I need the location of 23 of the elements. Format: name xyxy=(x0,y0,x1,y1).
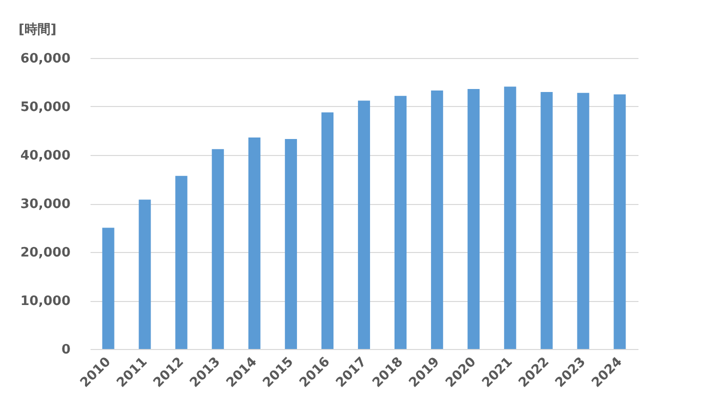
bar xyxy=(248,138,260,349)
bar xyxy=(431,90,444,349)
bar xyxy=(358,100,370,349)
bar xyxy=(394,96,407,349)
y-tick-label: 10,000 xyxy=(20,294,70,309)
bar xyxy=(138,200,151,349)
bar xyxy=(212,149,224,349)
bar xyxy=(468,89,480,349)
bar xyxy=(175,176,188,349)
bar xyxy=(284,138,297,349)
y-tick-label: 20,000 xyxy=(20,246,70,260)
bar xyxy=(540,92,553,349)
y-tick-label: 30,000 xyxy=(20,197,70,212)
y-tick-label: 0 xyxy=(61,342,70,358)
bar xyxy=(577,92,590,349)
y-axis-title: [時間] xyxy=(18,22,56,38)
bar xyxy=(321,112,334,349)
bar xyxy=(102,228,114,349)
y-tick-label: 50,000 xyxy=(20,100,70,115)
bar xyxy=(614,94,626,349)
y-tick-label: 60,000 xyxy=(20,52,70,66)
y-tick-label: 40,000 xyxy=(20,148,70,164)
bar xyxy=(504,86,516,349)
